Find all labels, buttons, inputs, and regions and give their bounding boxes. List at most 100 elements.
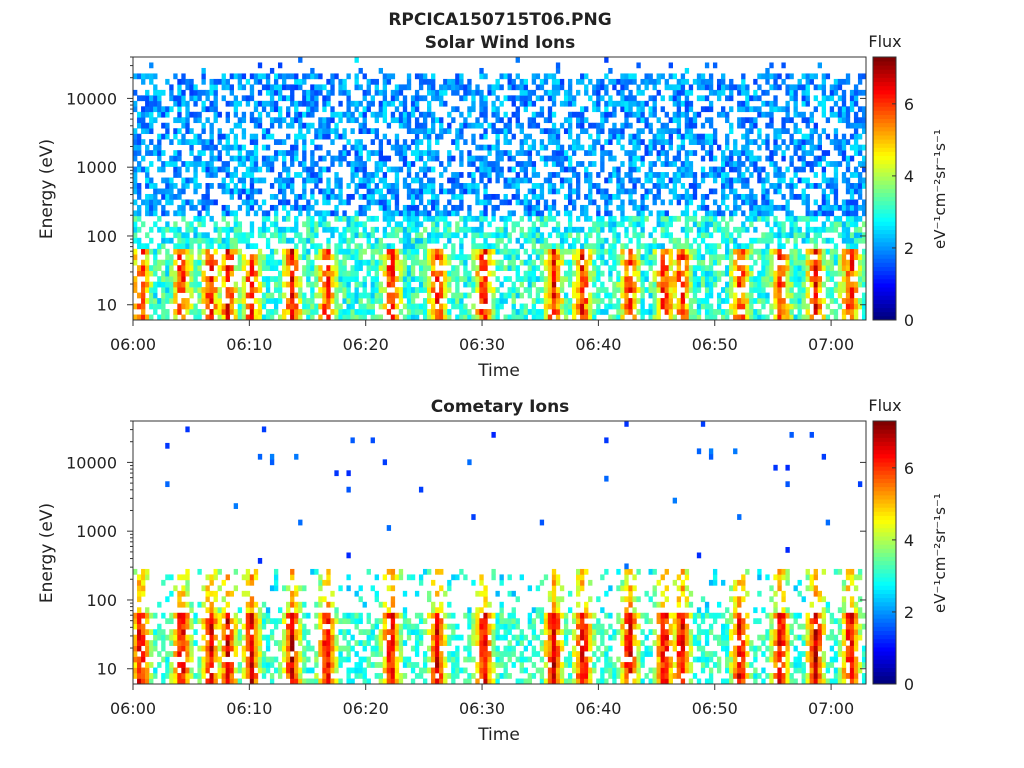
heatmap-cell bbox=[427, 292, 432, 299]
heatmap-cell bbox=[197, 265, 202, 271]
heatmap-cell bbox=[137, 314, 142, 321]
heatmap-cell bbox=[817, 309, 822, 315]
heatmap-cell bbox=[551, 226, 557, 233]
heatmap-cell bbox=[229, 265, 234, 271]
heatmap-cell bbox=[398, 100, 404, 107]
heatmap-cell bbox=[809, 281, 814, 288]
heatmap-cell bbox=[511, 133, 516, 140]
heatmap-cell bbox=[298, 314, 303, 321]
heatmap-cell bbox=[527, 95, 533, 102]
heatmap-cell bbox=[463, 139, 468, 145]
heatmap-cell bbox=[680, 292, 686, 299]
heatmap-cell bbox=[849, 254, 855, 261]
heatmap-cell bbox=[241, 161, 247, 167]
heatmap-cell bbox=[527, 232, 533, 239]
heatmap-cell bbox=[676, 117, 682, 124]
heatmap-cell bbox=[664, 226, 669, 233]
heatmap-cell bbox=[749, 314, 754, 321]
heatmap-cell bbox=[576, 254, 581, 261]
heatmap-cell bbox=[555, 67, 561, 74]
heatmap-cell bbox=[181, 183, 186, 189]
heatmap-cell bbox=[431, 199, 436, 206]
heatmap-cell bbox=[225, 183, 230, 189]
heatmap-cell bbox=[712, 155, 718, 162]
heatmap-cell bbox=[692, 265, 698, 271]
heatmap-cell bbox=[241, 133, 247, 140]
heatmap-cell bbox=[431, 73, 436, 80]
heatmap-cell bbox=[511, 259, 516, 266]
heatmap-cell bbox=[535, 111, 541, 118]
heatmap-cell bbox=[688, 166, 694, 173]
heatmap-cell bbox=[688, 117, 694, 124]
heatmap-cell bbox=[169, 265, 174, 271]
heatmap-cell bbox=[576, 309, 581, 315]
heatmap-cell bbox=[551, 276, 557, 282]
heatmap-cell bbox=[559, 254, 565, 261]
heatmap-cell bbox=[439, 292, 444, 299]
heatmap-cell bbox=[475, 270, 480, 277]
heatmap-cell bbox=[133, 226, 138, 233]
heatmap-cell bbox=[676, 237, 682, 244]
heatmap-cell bbox=[584, 172, 589, 178]
heatmap-cell bbox=[765, 254, 770, 261]
heatmap-cell bbox=[571, 100, 577, 107]
heatmap-cell bbox=[588, 172, 593, 178]
heatmap-cell bbox=[511, 78, 516, 85]
heatmap-cell bbox=[149, 106, 154, 113]
heatmap-cell bbox=[829, 226, 835, 233]
heatmap-cell bbox=[386, 122, 392, 129]
heatmap-cell bbox=[567, 100, 573, 107]
heatmap-cell bbox=[801, 232, 806, 239]
heatmap-cell bbox=[197, 309, 202, 315]
heatmap-cell bbox=[330, 298, 335, 304]
heatmap-cell bbox=[374, 128, 379, 135]
heatmap-cell bbox=[221, 303, 226, 310]
heatmap-cell bbox=[741, 177, 746, 184]
heatmap-cell bbox=[269, 193, 275, 200]
heatmap-cell bbox=[551, 133, 557, 140]
heatmap-cell bbox=[233, 309, 239, 315]
heatmap-cell bbox=[567, 183, 573, 189]
heatmap-cell bbox=[427, 259, 432, 266]
heatmap-cell bbox=[282, 199, 287, 206]
heatmap-cell bbox=[402, 84, 408, 91]
heatmap-cell bbox=[459, 172, 464, 178]
heatmap-cell bbox=[459, 122, 464, 129]
heatmap-cell bbox=[402, 139, 408, 145]
heatmap-cell bbox=[362, 314, 367, 321]
heatmap-cell bbox=[358, 309, 363, 315]
heatmap-cell bbox=[471, 106, 476, 113]
heatmap-cell bbox=[821, 188, 827, 195]
heatmap-cell bbox=[410, 243, 416, 250]
heatmap-cell bbox=[378, 199, 384, 206]
heatmap-cell bbox=[588, 150, 593, 156]
heatmap-cell bbox=[576, 292, 581, 299]
heatmap-cell bbox=[318, 276, 323, 282]
heatmap-cell bbox=[133, 128, 138, 135]
heatmap-cell bbox=[612, 248, 617, 255]
heatmap-cell bbox=[149, 139, 154, 145]
heatmap-cell bbox=[334, 287, 339, 293]
heatmap-cell bbox=[427, 281, 432, 288]
heatmap-cell bbox=[753, 215, 758, 222]
heatmap-cell bbox=[801, 133, 806, 140]
heatmap-cell bbox=[249, 232, 255, 239]
heatmap-cell bbox=[229, 292, 234, 299]
heatmap-cell bbox=[157, 111, 162, 118]
heatmap-cell bbox=[306, 172, 311, 178]
heatmap-cell bbox=[507, 78, 512, 85]
heatmap-cell bbox=[435, 276, 440, 282]
heatmap-cell bbox=[588, 270, 593, 277]
heatmap-cell bbox=[849, 248, 855, 255]
heatmap-cell bbox=[841, 221, 847, 228]
heatmap-cell bbox=[282, 117, 287, 124]
heatmap-cell bbox=[580, 210, 585, 217]
heatmap-cell bbox=[543, 177, 549, 184]
heatmap-cell bbox=[821, 259, 827, 266]
heatmap-cell bbox=[422, 78, 428, 85]
heatmap-cell bbox=[338, 150, 343, 156]
heatmap-cell bbox=[269, 133, 275, 140]
heatmap-cell bbox=[612, 133, 617, 140]
heatmap-cell bbox=[386, 254, 392, 261]
heatmap-cell bbox=[571, 292, 577, 299]
